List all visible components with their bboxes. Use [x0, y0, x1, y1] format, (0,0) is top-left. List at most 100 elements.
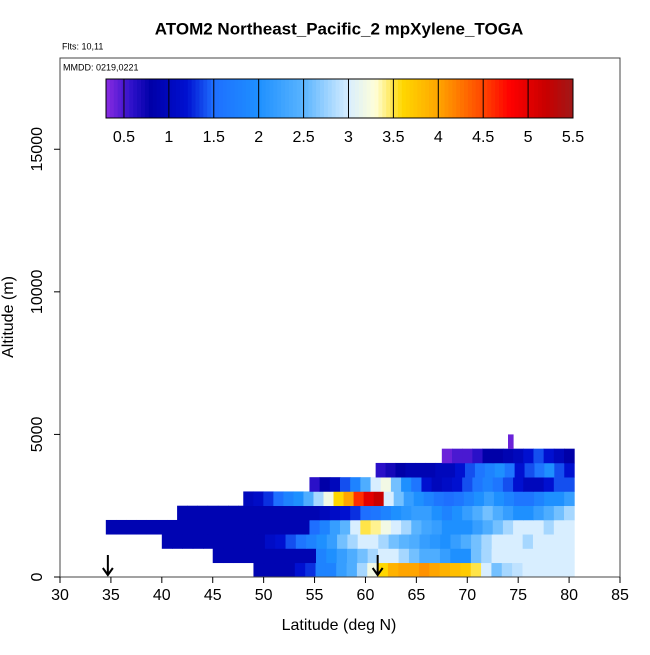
colorbar-swatch [164, 79, 169, 118]
colorbar-swatch [561, 79, 566, 118]
colorbar-swatch [456, 79, 461, 118]
heat-cell [512, 548, 524, 564]
colorbar-swatch [393, 79, 399, 118]
colorbar-swatch [203, 79, 208, 118]
colorbar-swatch [269, 79, 274, 118]
heat-cell [543, 448, 555, 464]
heat-cell [197, 505, 209, 521]
colorbar-tick-label: 5 [524, 129, 533, 146]
heat-cell [248, 505, 260, 521]
heat-cell [491, 534, 503, 549]
colorbar-swatch [506, 79, 512, 118]
colorbar-swatch [316, 79, 321, 118]
heat-cell [228, 505, 239, 521]
heat-cell [464, 462, 476, 478]
heat-cell [429, 562, 441, 578]
colorbar-swatch [292, 79, 298, 118]
colorbar-swatch [246, 79, 251, 118]
x-tick-label: 70 [458, 587, 476, 604]
heat-cell [513, 477, 524, 492]
colorbar-swatch [238, 79, 243, 118]
heat-cell [425, 462, 436, 478]
heat-cell [350, 505, 361, 521]
heat-cell [126, 519, 137, 535]
heat-cell [336, 562, 348, 578]
heat-cell [419, 534, 431, 549]
colorbar-swatch [432, 79, 438, 118]
x-tick-label: 40 [153, 587, 171, 604]
heat-cell [368, 534, 379, 549]
colorbar-swatch [358, 79, 364, 118]
heat-cell [441, 519, 453, 535]
heat-cell [323, 491, 335, 507]
colorbar-tick-label: 3 [344, 129, 353, 146]
heat-cell [463, 491, 475, 507]
heat-cell [553, 505, 565, 521]
colorbar-swatch [335, 79, 340, 118]
heat-cell [543, 505, 555, 521]
heat-cell [413, 491, 425, 507]
heat-cell [532, 548, 544, 564]
colorbar-swatch [207, 79, 212, 118]
heat-cell [299, 519, 310, 535]
heat-cell [564, 477, 575, 492]
heat-cell [524, 462, 535, 478]
colorbar-swatch [183, 79, 189, 118]
heat-cell [309, 519, 321, 535]
colorbar-swatch [460, 79, 465, 118]
colorbar-swatch [530, 79, 535, 118]
heat-cell [482, 505, 494, 521]
colorbar-swatch [390, 79, 395, 118]
colorbar-swatch [534, 79, 539, 118]
heat-cell [264, 534, 276, 549]
heat-cell [563, 548, 575, 564]
colorbar-swatch [401, 79, 407, 118]
heat-cell [268, 519, 280, 535]
heat-cell [494, 462, 506, 478]
heat-cell [295, 534, 307, 549]
heat-cell [388, 534, 400, 549]
heat-cell [564, 462, 575, 478]
heat-cell [336, 548, 348, 564]
heat-cell [483, 491, 495, 507]
heat-cell [523, 519, 534, 535]
colorbar-swatch [285, 79, 290, 118]
heat-cell [462, 505, 473, 521]
heat-cell [421, 519, 433, 535]
heat-cell [258, 519, 270, 535]
colorbar-swatch [545, 79, 551, 118]
colorbar-swatch [113, 79, 119, 118]
colorbar-tick-label: 1.5 [203, 129, 225, 146]
colorbar-swatch [553, 79, 558, 118]
heat-cell [146, 519, 158, 535]
heat-cell [212, 548, 224, 564]
heat-cell [192, 534, 204, 549]
heat-cell [503, 491, 515, 507]
heat-cell [353, 491, 365, 507]
heat-cell [305, 548, 317, 564]
heat-cell [166, 519, 178, 535]
colorbar-swatch [382, 79, 387, 118]
colorbar-swatch [117, 79, 123, 118]
heat-cell [501, 548, 513, 564]
dates: MMDD: 0219,0221 [63, 62, 139, 72]
heat-cell [326, 548, 338, 564]
heat-cell [319, 519, 331, 535]
heat-cell [182, 534, 194, 549]
colorbar-swatch [514, 79, 520, 118]
heat-cell [350, 477, 361, 492]
heat-cell [207, 505, 219, 521]
heat-cell [553, 477, 565, 492]
heat-cell [385, 462, 396, 478]
colorbar-swatch [565, 79, 570, 118]
heat-cell [275, 534, 287, 549]
heat-cell [523, 448, 534, 464]
heat-cell [283, 491, 294, 507]
colorbar-swatch [417, 79, 422, 118]
heat-cell [492, 448, 504, 464]
colorbar-swatch [436, 79, 442, 118]
heat-cell [472, 519, 484, 535]
heat-cell [370, 519, 382, 535]
heat-cell [481, 548, 493, 564]
colorbar-swatch [464, 79, 469, 118]
